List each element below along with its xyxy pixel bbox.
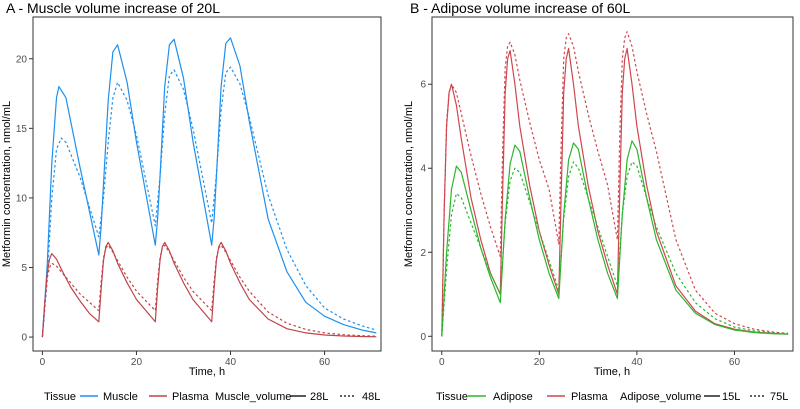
series-line-plasma-15l — [441, 47, 789, 337]
x-axis-title: Time, h — [189, 366, 225, 378]
x-tick-label: 0 — [439, 357, 445, 368]
x-tick-label: 60 — [729, 357, 741, 368]
y-tick-label: 20 — [16, 54, 28, 65]
y-axis-title: Metformin concentration, nmol/mL — [1, 101, 13, 267]
series-line-muscle-48l — [41, 66, 377, 338]
legend-label-28l: 28L — [310, 391, 328, 403]
y-tick-label: 5 — [21, 263, 27, 274]
chart-panel-b: 0 20 40 60 0 2 4 6 Time, h Metformin concentratio… — [403, 16, 794, 403]
x-tick-label: 60 — [319, 357, 331, 368]
plot-frame — [32, 16, 382, 352]
y-tick-label: 0 — [420, 332, 426, 343]
y-tick-label: 2 — [420, 248, 426, 259]
series-line-muscle-28l — [41, 37, 377, 338]
x-tick-label: 0 — [40, 357, 46, 368]
legend-label-plasma: Plasma — [571, 391, 609, 403]
y-axis-title: Metformin concentration, nmol/mL — [403, 101, 415, 267]
legend-linetype-title: Adipose_volume — [620, 391, 701, 403]
legend-label-15l: 15L — [722, 391, 740, 403]
x-tick-label: 40 — [225, 357, 237, 368]
legend: Tissue Muscle Plasma Muscle_volume 28L 48L — [44, 391, 380, 403]
legend-label-plasma: Plasma — [172, 391, 210, 403]
y-tick-label: 6 — [420, 80, 426, 91]
series-line-adipose-75l — [441, 161, 789, 337]
y-tick-label: 10 — [16, 193, 28, 204]
legend-label-muscle: Muscle — [103, 391, 138, 403]
chart-panel-a: 0 20 40 60 0 5 10 15 20 Time, h Metformin concentr… — [1, 16, 382, 403]
panel-b-title: B - Adipose volume increase of 60L — [410, 0, 631, 16]
x-tick-label: 20 — [131, 357, 143, 368]
x-tick-label: 20 — [534, 357, 546, 368]
y-tick-label: 0 — [21, 333, 27, 344]
legend-color-title: Tissue — [436, 391, 468, 403]
series-line-adipose-15l — [441, 140, 789, 337]
y-tick-label: 15 — [16, 124, 28, 135]
legend-linetype-title: Muscle_volume — [215, 391, 291, 403]
y-tick-label: 4 — [420, 164, 426, 175]
legend: Tissue Adipose Plasma Adipose_volume 15L 75L — [436, 391, 788, 403]
legend-label-75l: 75L — [770, 391, 788, 403]
series-line-plasma-75l — [441, 31, 789, 337]
x-axis-title: Time, h — [594, 366, 630, 378]
panel-a-title: A - Muscle volume increase of 20L — [6, 0, 220, 16]
x-tick-label: 40 — [631, 357, 643, 368]
legend-label-48l: 48L — [362, 391, 380, 403]
plot-frame — [431, 16, 794, 352]
legend-label-adipose: Adipose — [493, 391, 533, 403]
legend-color-title: Tissue — [44, 391, 76, 403]
